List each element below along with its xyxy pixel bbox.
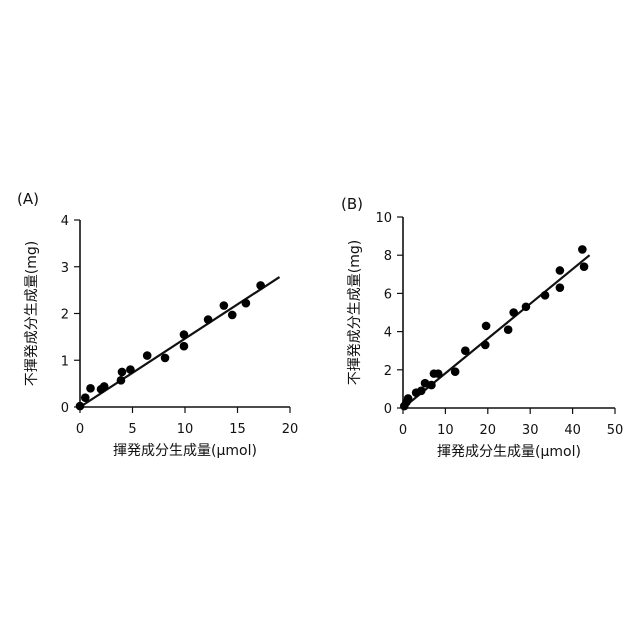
- data-point: [86, 384, 95, 393]
- data-point: [580, 262, 589, 271]
- data-point: [504, 325, 513, 334]
- x-tick-label: 40: [564, 423, 581, 438]
- data-point: [76, 402, 85, 411]
- y-tick-label: 6: [384, 287, 392, 302]
- data-point: [220, 301, 229, 310]
- data-point: [256, 281, 265, 290]
- x-tick-label: 0: [76, 422, 84, 437]
- data-point: [417, 387, 426, 396]
- data-point: [81, 393, 90, 402]
- y-tick-label: 4: [384, 326, 392, 341]
- data-point: [404, 394, 413, 403]
- panel-label: (A): [17, 190, 39, 208]
- y-tick-label: 8: [384, 249, 392, 264]
- data-point: [461, 346, 470, 355]
- data-point: [204, 315, 213, 324]
- y-tick-label: 0: [384, 402, 392, 417]
- y-tick-label: 2: [384, 364, 392, 379]
- y-tick-label: 0: [61, 401, 69, 416]
- data-point: [427, 381, 436, 390]
- x-tick-label: 10: [177, 422, 194, 437]
- panel-label: (B): [341, 195, 363, 213]
- data-point: [118, 368, 127, 377]
- data-point: [180, 342, 189, 351]
- x-tick-label: 10: [437, 423, 454, 438]
- data-point: [556, 266, 565, 275]
- x-axis-title: 揮発成分生成量(μmol): [113, 443, 257, 459]
- y-axis-title: 不揮発成分生成量(mg): [24, 241, 40, 386]
- y-tick-label: 3: [61, 261, 69, 276]
- data-point: [556, 283, 565, 292]
- data-point: [541, 291, 550, 300]
- data-point: [100, 382, 109, 391]
- data-point: [242, 299, 251, 308]
- x-tick-label: 5: [128, 422, 136, 437]
- x-tick-label: 15: [229, 422, 246, 437]
- x-tick-label: 20: [282, 422, 299, 437]
- x-tick-label: 20: [480, 423, 497, 438]
- x-axis-title: 揮発成分生成量(μmol): [437, 444, 581, 460]
- data-point: [126, 365, 135, 374]
- data-point: [482, 322, 491, 331]
- data-point: [228, 311, 237, 320]
- y-tick-label: 2: [61, 308, 69, 323]
- data-point: [180, 330, 189, 339]
- data-point: [522, 302, 531, 311]
- x-tick-label: 30: [522, 423, 539, 438]
- data-point: [481, 341, 490, 350]
- y-tick-label: 1: [61, 354, 69, 369]
- data-point: [434, 369, 443, 378]
- y-axis-title: 不揮発成分生成量(mg): [347, 240, 363, 385]
- data-point: [451, 367, 460, 376]
- y-tick-label: 4: [61, 214, 69, 229]
- data-point: [161, 354, 170, 363]
- x-tick-label: 0: [399, 423, 407, 438]
- data-point: [117, 376, 126, 385]
- data-point: [143, 351, 152, 360]
- data-point: [509, 308, 518, 317]
- y-tick-label: 10: [375, 211, 392, 226]
- x-tick-label: 50: [607, 423, 624, 438]
- data-point: [578, 245, 587, 254]
